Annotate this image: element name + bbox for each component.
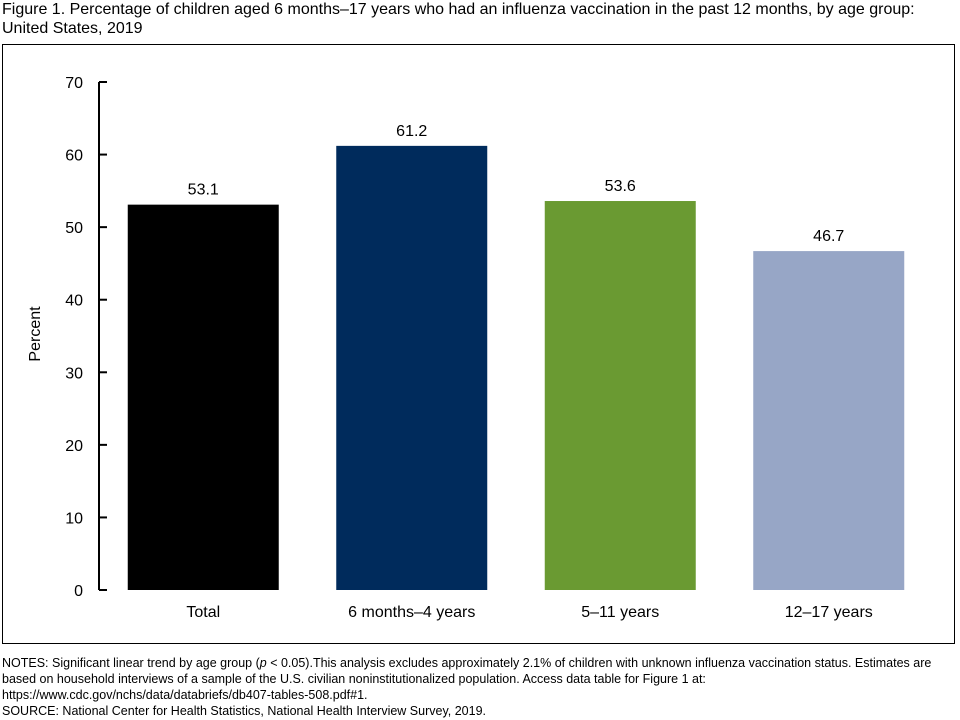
y-tick-label-30: 30 bbox=[65, 365, 83, 382]
bar-1 bbox=[336, 145, 488, 590]
value-label-1: 61.2 bbox=[396, 123, 427, 140]
notes-prefix: NOTES: Significant linear trend by age g… bbox=[2, 656, 260, 670]
bar-2 bbox=[544, 201, 696, 590]
y-tick-label-60: 60 bbox=[65, 148, 83, 165]
category-label-1: 6 months–4 years bbox=[348, 604, 475, 621]
source-text: SOURCE: National Center for Health Stati… bbox=[2, 704, 487, 718]
y-tick-label-20: 20 bbox=[65, 438, 83, 455]
figure-notes: NOTES: Significant linear trend by age g… bbox=[2, 655, 957, 719]
chart-labels: 53.1 Total 61.2 6 months–4 years 53.6 5–11 ye… bbox=[186, 123, 872, 621]
category-label-3: 12–17 years bbox=[785, 604, 873, 621]
value-label-2: 53.6 bbox=[605, 178, 636, 195]
figure-title: Figure 1. Percentage of children aged 6 … bbox=[2, 1, 915, 37]
chart-frame: 0 10 20 30 40 50 60 70 53.1 Total 61.2 6 months–4 … bbox=[2, 44, 955, 644]
bar-chart: 0 10 20 30 40 50 60 70 53.1 Total 61.2 6 months–4 … bbox=[27, 75, 905, 621]
notes-text: NOTES: Significant linear trend by age g… bbox=[2, 655, 957, 703]
y-tick-label-50: 50 bbox=[65, 220, 83, 237]
chart-axes: 0 10 20 30 40 50 60 70 bbox=[65, 75, 107, 600]
bar-0 bbox=[127, 204, 279, 590]
y-axis-title: Percent bbox=[27, 306, 44, 362]
value-label-0: 53.1 bbox=[188, 182, 219, 199]
y-tick-label-40: 40 bbox=[65, 293, 83, 310]
notes-p-symbol: p bbox=[259, 656, 267, 670]
chart-bars bbox=[127, 145, 905, 590]
bar-3 bbox=[753, 251, 905, 590]
y-tick-label-70: 70 bbox=[65, 75, 83, 92]
category-label-2: 5–11 years bbox=[581, 604, 659, 621]
value-label-3: 46.7 bbox=[813, 228, 844, 245]
category-label-0: Total bbox=[186, 604, 220, 621]
notes-rest: < 0.05).This analysis excludes approxima… bbox=[2, 656, 932, 702]
y-tick-label-0: 0 bbox=[74, 583, 83, 600]
y-tick-label-10: 10 bbox=[65, 510, 83, 527]
